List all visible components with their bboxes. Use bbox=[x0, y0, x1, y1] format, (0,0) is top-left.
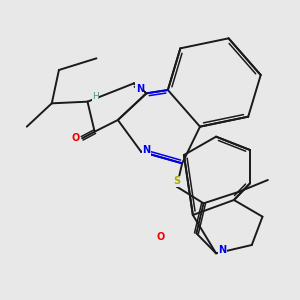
Text: N: N bbox=[136, 84, 144, 94]
Text: N: N bbox=[142, 145, 151, 155]
Text: N: N bbox=[218, 245, 226, 255]
Text: O: O bbox=[71, 133, 80, 143]
Text: O: O bbox=[157, 232, 165, 242]
Text: H: H bbox=[92, 92, 99, 101]
Text: S: S bbox=[173, 176, 180, 186]
